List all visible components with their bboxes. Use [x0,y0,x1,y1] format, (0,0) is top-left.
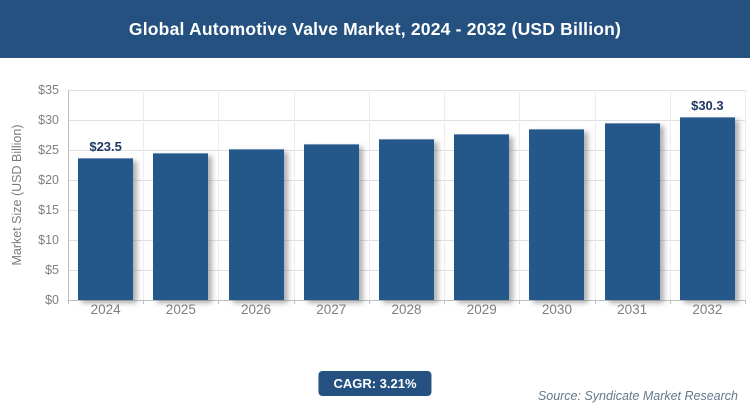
gridline-vertical [519,90,521,300]
x-tick-label-2028: 2028 [391,302,422,317]
x-axis-tick [745,300,746,304]
plot-area: $0 $5 $10 $15 $20 $25 $30 $35 2024 2025 2026 2027 20… [38,83,746,317]
x-axis-tick [669,300,671,304]
y-tick-label-7: $35 [38,83,59,97]
gridline-vertical [293,90,295,300]
bar-2030 [529,128,585,300]
gridline-vertical [368,90,370,300]
gridline-vertical [218,90,220,300]
x-tick-label-2025: 2025 [165,302,196,317]
bar-2026 [228,149,284,300]
x-axis-tick [519,300,521,304]
x-axis-tick [218,300,220,304]
bar-2029 [454,134,510,300]
y-tick-label-6: $30 [38,113,59,127]
x-tick-label-2031: 2031 [617,302,648,317]
x-tick-label-2029: 2029 [466,302,497,317]
x-axis-tick [368,300,370,304]
x-axis-line [68,300,745,301]
x-axis-tick [143,300,145,304]
y-tick-label-4: $20 [38,173,59,187]
bar-2032 [679,117,735,300]
x-tick-label-2026: 2026 [241,302,272,317]
cagr-badge: CAGR: 3.21% [318,371,432,396]
bar-2027 [303,144,359,300]
x-tick-label-2024: 2024 [90,302,121,317]
bar-2025 [153,153,209,300]
bar-2028 [379,139,434,300]
chart-title-bar: Global Automotive Valve Market, 2024 - 2… [0,0,750,58]
bar-value-label-2032: $30.3 [691,98,724,114]
gridline-vertical [143,90,145,300]
x-axis-tick [444,300,446,304]
bar-2024 [78,158,134,300]
gridline-vertical [745,90,746,300]
gridline-vertical [594,90,596,300]
x-tick-label-2027: 2027 [316,302,347,317]
source-attribution: Source: Syndicate Market Research [537,389,738,403]
gridline-horizontal [68,90,745,91]
bar-value-label-2024: $23.5 [89,139,122,154]
gridline-horizontal [68,120,745,121]
y-tick-label-0: $0 [45,293,59,307]
gridline-vertical [444,90,446,300]
x-tick-label-2030: 2030 [541,302,572,317]
x-axis-tick [68,300,69,304]
chart-title: Global Automotive Valve Market, 2024 - 2… [128,18,622,39]
y-tick-label-1: $5 [45,263,59,277]
x-axis-tick [594,300,596,304]
y-tick-label-3: $15 [38,203,59,217]
y-axis-line [68,90,69,300]
bar-2031 [604,123,660,300]
y-tick-label-2: $10 [38,233,59,247]
x-axis-tick [293,300,295,304]
y-tick-label-5: $25 [38,143,59,157]
gridline-vertical [669,90,671,300]
y-axis-title: Market Size (USD Billion) [10,124,24,266]
x-tick-label-2032: 2032 [692,302,723,317]
